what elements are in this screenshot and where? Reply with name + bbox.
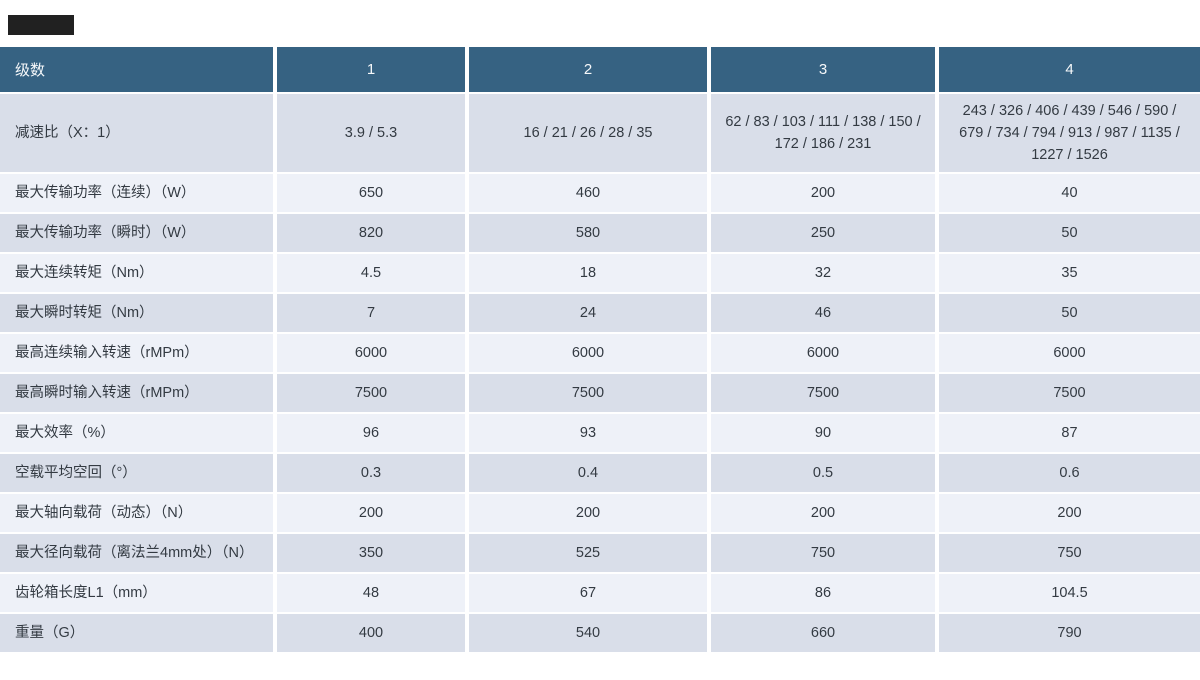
row-value-1: 3.9 / 5.3 <box>275 93 469 174</box>
row-value-3: 6000 <box>709 333 939 374</box>
row-value-3: 200 <box>709 493 939 534</box>
row-value-4: 50 <box>937 293 1200 334</box>
row-value-4: 750 <box>937 533 1200 574</box>
row-value-1: 200 <box>275 493 469 534</box>
table-row: 减速比（X：1） 3.9 / 5.3 16 / 21 / 26 / 28 / 3… <box>0 93 1200 174</box>
row-value-4: 0.6 <box>937 453 1200 494</box>
row-value-2: 0.4 <box>467 453 711 494</box>
table-row: 最大传输功率（瞬时）（W） 820 580 250 50 <box>0 213 1200 254</box>
page-title-block: 据 <box>8 13 74 37</box>
table-row: 最大传输功率（连续）（W） 650 460 200 40 <box>0 173 1200 214</box>
table-row: 齿轮箱长度L1（mm） 48 67 86 104.5 <box>0 573 1200 614</box>
row-value-3: 32 <box>709 253 939 294</box>
row-value-3: 46 <box>709 293 939 334</box>
row-label: 最大径向载荷（离法兰4mm处）（N） <box>0 533 277 574</box>
row-value-4: 40 <box>937 173 1200 214</box>
header-label-col: 级数 <box>0 47 277 94</box>
row-value-3: 250 <box>709 213 939 254</box>
row-value-3: 0.5 <box>709 453 939 494</box>
table-header-row: 级数 1 2 3 4 <box>0 47 1200 94</box>
row-value-1: 7500 <box>275 373 469 414</box>
row-value-1: 4.5 <box>275 253 469 294</box>
row-value-2: 67 <box>467 573 711 614</box>
row-label: 最大瞬时转矩（Nm） <box>0 293 277 334</box>
row-label: 减速比（X：1） <box>0 93 277 174</box>
row-value-4: 790 <box>937 613 1200 654</box>
row-value-2: 6000 <box>467 333 711 374</box>
row-value-3: 7500 <box>709 373 939 414</box>
row-value-4: 104.5 <box>937 573 1200 614</box>
row-value-3: 660 <box>709 613 939 654</box>
header-col-1: 1 <box>275 47 469 94</box>
row-value-2: 18 <box>467 253 711 294</box>
row-value-2: 93 <box>467 413 711 454</box>
table-row: 最大径向载荷（离法兰4mm处）（N） 350 525 750 750 <box>0 533 1200 574</box>
table-row: 最大瞬时转矩（Nm） 7 24 46 50 <box>0 293 1200 334</box>
row-value-2: 525 <box>467 533 711 574</box>
row-value-4: 6000 <box>937 333 1200 374</box>
row-value-2: 7500 <box>467 373 711 414</box>
row-value-2: 16 / 21 / 26 / 28 / 35 <box>467 93 711 174</box>
row-label: 最大连续转矩（Nm） <box>0 253 277 294</box>
table-row: 重量（G） 400 540 660 790 <box>0 613 1200 654</box>
table-row: 最高连续输入转速（rMPm） 6000 6000 6000 6000 <box>0 333 1200 374</box>
row-value-3: 750 <box>709 533 939 574</box>
table-row: 最大连续转矩（Nm） 4.5 18 32 35 <box>0 253 1200 294</box>
header-col-2: 2 <box>467 47 711 94</box>
row-label: 最大传输功率（瞬时）（W） <box>0 213 277 254</box>
row-value-2: 460 <box>467 173 711 214</box>
row-value-4: 200 <box>937 493 1200 534</box>
row-label: 空载平均空回（°） <box>0 453 277 494</box>
row-value-4: 50 <box>937 213 1200 254</box>
table-row: 最大效率（%） 96 93 90 87 <box>0 413 1200 454</box>
row-label: 齿轮箱长度L1（mm） <box>0 573 277 614</box>
row-value-1: 7 <box>275 293 469 334</box>
row-value-3: 86 <box>709 573 939 614</box>
row-label: 最高瞬时输入转速（rMPm） <box>0 373 277 414</box>
row-label: 重量（G） <box>0 613 277 654</box>
redaction-box <box>8 15 74 35</box>
row-value-1: 820 <box>275 213 469 254</box>
row-value-2: 24 <box>467 293 711 334</box>
row-value-1: 650 <box>275 173 469 214</box>
row-value-1: 6000 <box>275 333 469 374</box>
header-col-3: 3 <box>709 47 939 94</box>
row-value-2: 540 <box>467 613 711 654</box>
table-row: 最大轴向载荷（动态）（N） 200 200 200 200 <box>0 493 1200 534</box>
row-value-4: 7500 <box>937 373 1200 414</box>
row-value-3: 62 / 83 / 103 / 111 / 138 / 150 / 172 / … <box>709 93 939 174</box>
row-value-3: 90 <box>709 413 939 454</box>
row-value-1: 0.3 <box>275 453 469 494</box>
row-value-1: 96 <box>275 413 469 454</box>
table-row: 最高瞬时输入转速（rMPm） 7500 7500 7500 7500 <box>0 373 1200 414</box>
row-value-1: 48 <box>275 573 469 614</box>
row-value-2: 580 <box>467 213 711 254</box>
row-value-1: 350 <box>275 533 469 574</box>
row-value-2: 200 <box>467 493 711 534</box>
row-value-4: 87 <box>937 413 1200 454</box>
row-value-1: 400 <box>275 613 469 654</box>
spec-table: 级数 1 2 3 4 减速比（X：1） 3.9 / 5.3 16 / 21 / … <box>0 47 1200 654</box>
row-value-3: 200 <box>709 173 939 214</box>
row-value-4: 35 <box>937 253 1200 294</box>
row-label: 最大效率（%） <box>0 413 277 454</box>
row-label: 最大传输功率（连续）（W） <box>0 173 277 214</box>
header-col-4: 4 <box>937 47 1200 94</box>
row-label: 最大轴向载荷（动态）（N） <box>0 493 277 534</box>
row-value-4: 243 / 326 / 406 / 439 / 546 / 590 / 679 … <box>937 93 1200 174</box>
table-row: 空载平均空回（°） 0.3 0.4 0.5 0.6 <box>0 453 1200 494</box>
row-label: 最高连续输入转速（rMPm） <box>0 333 277 374</box>
